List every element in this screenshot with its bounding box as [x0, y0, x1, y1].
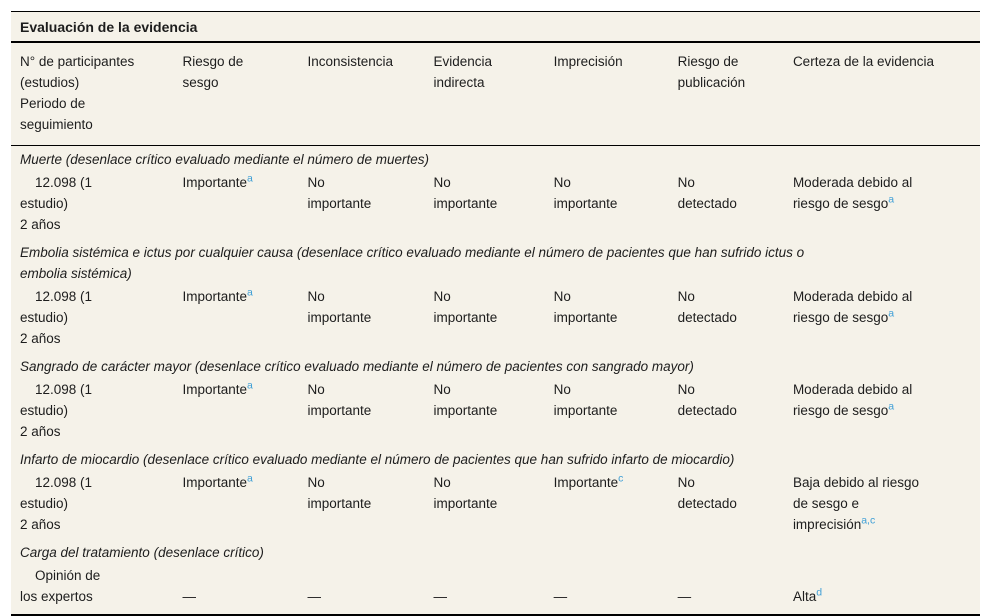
cell-participants: Opinión de los expertos — [20, 568, 101, 604]
cell-indirectness: — — [433, 589, 447, 604]
footnote-link[interactable]: d — [816, 586, 823, 599]
section-heading-text: Infarto de miocardio (desenlace crítico … — [20, 452, 735, 467]
cell-publication-bias: No detectado — [677, 475, 737, 511]
cell-text: Importante — [182, 475, 248, 490]
cell-certainty: Moderada debido al riesgo de sesgoa — [793, 379, 980, 446]
cell-text: Importante — [182, 382, 248, 397]
cell-text: Importante — [553, 475, 619, 490]
cell-participants: 12.098 (1 estudio) 2 años — [20, 382, 93, 439]
cell-publication-bias: No detectado — [677, 382, 737, 418]
cell-inconsistency: No importante — [307, 382, 372, 418]
section-heading-text: Embolia sistémica e ictus por cualquier … — [20, 245, 805, 281]
footnote-link[interactable]: a — [888, 400, 895, 413]
footnote-link[interactable]: a — [247, 172, 253, 185]
cell-imprecision: No importante — [554, 286, 678, 353]
cell-publication-bias: No detectado — [677, 175, 737, 211]
footnote-link[interactable]: a — [888, 193, 895, 206]
footnote-link[interactable]: a,c — [861, 514, 876, 527]
evidence-table: Evaluación de la evidencia N° de partici… — [11, 11, 980, 616]
cell-publication-bias: No detectado — [677, 289, 737, 325]
cell-indirectness: No importante — [433, 175, 498, 211]
cell-text: Alta — [792, 589, 817, 604]
cell-risk-of-bias: Importantea — [183, 472, 308, 539]
cell-text: — — [182, 589, 197, 604]
cell-certainty: Altad — [793, 565, 980, 614]
col-header-indirectness: Evidencia indirecta — [433, 43, 554, 146]
section-heading-carga: Carga del tratamiento (desenlace crítico… — [11, 539, 980, 565]
cell-participants: 12.098 (1 estudio) 2 años — [20, 289, 93, 346]
cell-imprecision: No importante — [554, 379, 678, 446]
col-header-certainty: Certeza de la evidencia — [792, 43, 980, 146]
cell-participants: 12.098 (1 estudio) 2 años — [20, 475, 93, 532]
col-header-inconsistency: Inconsistencia — [307, 43, 434, 146]
cell-text: No importante — [553, 382, 618, 418]
cell-imprecision: No importante — [554, 172, 678, 239]
cell-indirectness: No importante — [433, 382, 498, 418]
cell-text: — — [553, 589, 568, 604]
footnote-link[interactable]: c — [618, 472, 624, 485]
section-heading-text: Sangrado de carácter mayor (desenlace cr… — [20, 359, 694, 374]
section-heading-text: Muerte (desenlace crítico evaluado media… — [20, 152, 429, 167]
cell-indirectness: No importante — [433, 475, 498, 511]
cell-risk-of-bias: Importantea — [183, 379, 308, 446]
section-heading-embolia: Embolia sistémica e ictus por cualquier … — [11, 239, 980, 286]
cell-inconsistency: No importante — [307, 475, 372, 511]
section-heading-sangrado: Sangrado de carácter mayor (desenlace cr… — [11, 353, 980, 379]
cell-text: No importante — [553, 289, 618, 325]
section-heading-text: Carga del tratamiento (desenlace crítico… — [20, 545, 264, 560]
cell-text: No importante — [553, 175, 618, 211]
cell-imprecision: — — [554, 565, 678, 614]
cell-risk-of-bias: Importantea — [183, 286, 308, 353]
col-header-imprecision: Imprecisión — [553, 43, 678, 146]
table-row: 12.098 (1 estudio) 2 años Importantea No… — [11, 286, 980, 353]
cell-text: Importante — [182, 175, 248, 190]
footnote-link[interactable]: a — [888, 307, 895, 320]
table-row: 12.098 (1 estudio) 2 años Importantea No… — [11, 379, 980, 446]
table-row: 12.098 (1 estudio) 2 años Importantea No… — [11, 172, 980, 239]
footnote-link[interactable]: a — [247, 472, 253, 485]
table-row: 12.098 (1 estudio) 2 años Importantea No… — [11, 472, 980, 539]
table-row: Opinión de los expertos — — — — — Altad — [11, 565, 980, 614]
cell-text: Moderada debido al riesgo de sesgo — [792, 382, 913, 418]
footnote-link[interactable]: a — [247, 286, 253, 299]
cell-risk-of-bias: — — [183, 565, 308, 614]
cell-publication-bias: — — [677, 589, 692, 604]
cell-indirectness: No importante — [433, 289, 498, 325]
section-heading-muerte: Muerte (desenlace crítico evaluado media… — [11, 146, 980, 173]
cell-text: Moderada debido al riesgo de sesgo — [792, 175, 913, 211]
cell-inconsistency: No importante — [307, 175, 372, 211]
cell-inconsistency: No importante — [307, 289, 372, 325]
header-row: N° de participantes (estudios) Periodo d… — [11, 43, 980, 146]
footnote-link[interactable]: a — [247, 379, 253, 392]
evidence-grid: N° de participantes (estudios) Periodo d… — [11, 43, 980, 614]
col-header-risk-of-bias: Riesgo de sesgo — [182, 43, 308, 146]
cell-inconsistency: — — [307, 589, 322, 604]
section-heading-infarto: Infarto de miocardio (desenlace crítico … — [11, 446, 980, 472]
cell-text: Moderada debido al riesgo de sesgo — [792, 289, 913, 325]
col-header-publication-bias: Riesgo de publicación — [677, 43, 793, 146]
cell-participants: 12.098 (1 estudio) 2 años — [20, 175, 93, 232]
cell-certainty: Baja debido al riesgo de sesgo e impreci… — [793, 472, 980, 539]
cell-risk-of-bias: Importantea — [183, 172, 308, 239]
cell-certainty: Moderada debido al riesgo de sesgoa — [793, 172, 980, 239]
cell-certainty: Moderada debido al riesgo de sesgoa — [793, 286, 980, 353]
cell-text: Baja debido al riesgo de sesgo e impreci… — [792, 475, 920, 532]
col-header-participants: N° de participantes (estudios) Periodo d… — [11, 43, 183, 146]
table-title: Evaluación de la evidencia — [11, 12, 980, 43]
cell-imprecision: Importantec — [554, 472, 678, 539]
cell-text: Importante — [182, 289, 248, 304]
